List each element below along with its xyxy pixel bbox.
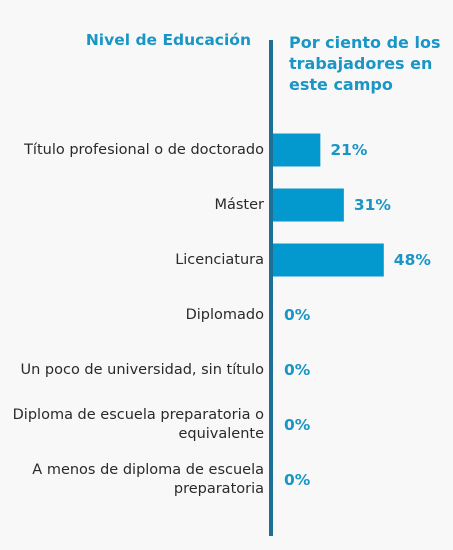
value-label: 0% xyxy=(284,416,311,434)
category-label: Licenciatura xyxy=(175,251,264,268)
category-label: Máster xyxy=(214,196,264,213)
bar xyxy=(271,188,344,222)
bar xyxy=(271,133,321,167)
value-header: Por ciento de los trabajadores en este c… xyxy=(289,33,441,94)
value-label: 31% xyxy=(353,196,391,214)
category-label: Diplomado xyxy=(185,306,264,323)
value-label: 0% xyxy=(284,361,311,379)
value-label: 0% xyxy=(284,306,311,324)
axis-line xyxy=(269,40,273,536)
category-label: Diploma de escuela preparatoria o equiva… xyxy=(12,407,264,442)
category-label: A menos de diploma de escuela preparator… xyxy=(32,462,264,497)
value-label: 21% xyxy=(330,141,368,159)
bar xyxy=(271,243,384,277)
category-header: Nivel de Educación xyxy=(85,31,251,49)
value-label: 0% xyxy=(284,471,311,489)
value-label: 48% xyxy=(393,251,431,269)
category-label: Título profesional o de doctorado xyxy=(24,141,264,158)
category-label: Un poco de universidad, sin título xyxy=(20,361,264,378)
